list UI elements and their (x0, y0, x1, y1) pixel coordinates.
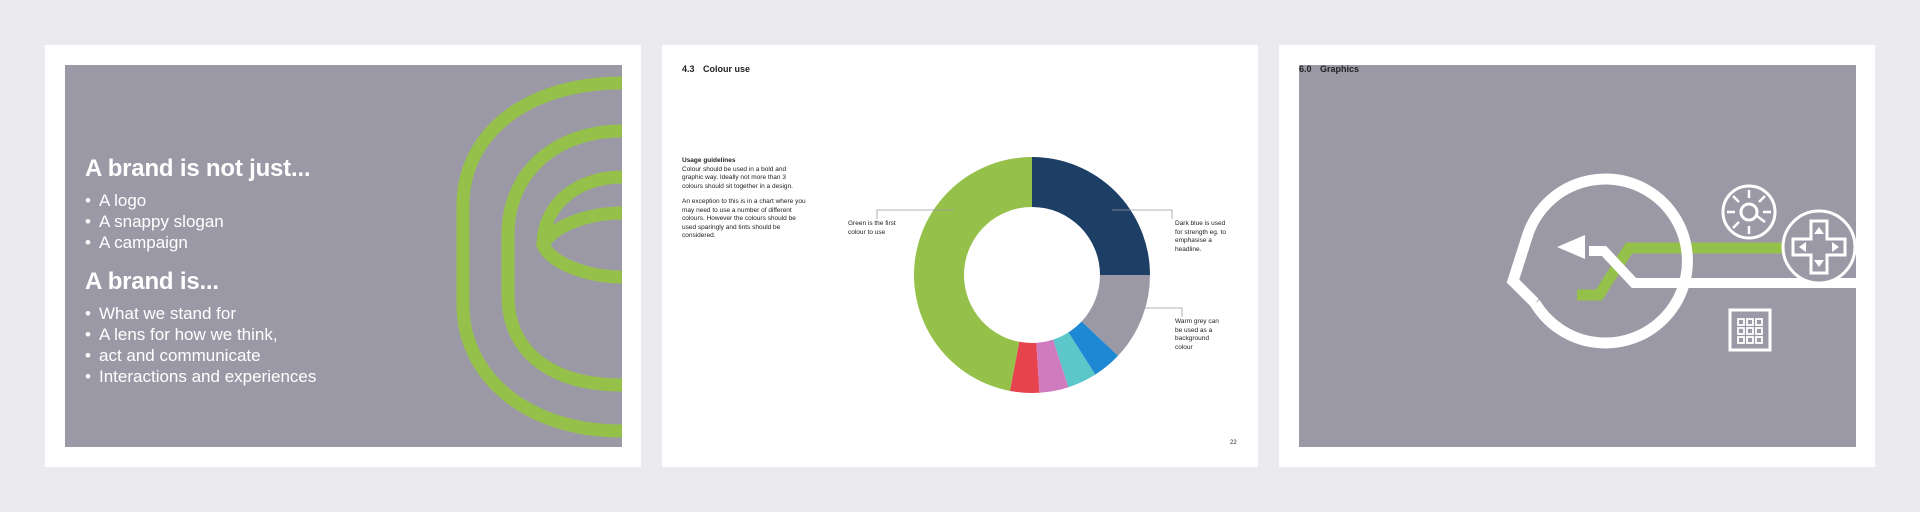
section-title: Colour use (703, 64, 751, 74)
list-item: A snappy slogan (85, 211, 224, 232)
brand-line-graphic (456, 76, 622, 438)
dpad-icon (1781, 209, 1856, 285)
usage-guidelines-title: Usage guidelines (682, 157, 736, 164)
heading-brand-is: A brand is... (85, 268, 219, 295)
usage-guidelines: Usage guidelines Colour should be used i… (682, 157, 808, 241)
keypad-icon (1728, 308, 1772, 352)
callout-line-grey (1112, 307, 1183, 317)
slide-1-panel: A brand is not just... A logo A snappy s… (65, 65, 622, 447)
slide-thumbnail-1[interactable]: A brand is not just... A logo A snappy s… (45, 45, 641, 467)
list-item: A campaign (85, 232, 224, 253)
slide-3-panel (1299, 65, 1856, 447)
list-item: What we stand for (85, 303, 316, 324)
section-number: 6.0 (1299, 64, 1312, 74)
arrow-head-icon (1557, 235, 1585, 259)
list-item-continuation: act and communicate (85, 345, 316, 366)
donut-slice-teal (1053, 332, 1096, 388)
label-green: Green is the first colour to use (848, 220, 896, 236)
list-item: Interactions and experiences (85, 366, 316, 387)
list-brand-is: What we stand for A lens for how we thin… (85, 303, 316, 387)
green-route-line (1577, 242, 1856, 301)
list-item: A logo (85, 190, 224, 211)
colour-donut-chart (876, 157, 1183, 393)
label-grey: Warm grey can be used as a background co… (1175, 318, 1219, 351)
donut-slice-blue (1068, 321, 1119, 375)
donut-slice-dark-blue (1032, 157, 1150, 275)
callout-line-darkblue (1112, 209, 1173, 219)
donut-slice-green (914, 157, 1032, 391)
page-number: 22 (1230, 440, 1237, 446)
slide-thumbnail-3[interactable]: 6.0 Graphics (1279, 45, 1875, 467)
dial-icon (1721, 184, 1777, 240)
list-not-just: A logo A snappy slogan A campaign (85, 190, 224, 253)
callout-line-green (876, 209, 954, 219)
donut-slice-red (1009, 341, 1040, 393)
usage-guidelines-text-1: Colour should be used in a bold and grap… (682, 165, 793, 190)
heading-not-just: A brand is not just... (85, 155, 311, 182)
donut-slice-pink (1036, 339, 1069, 393)
graphics-illustration (1506, 173, 1856, 352)
donut-slice-warm-grey (1081, 275, 1150, 356)
section-title: Graphics (1320, 64, 1360, 74)
circle-arrow-outline (1521, 173, 1693, 349)
list-item: A lens for how we think, (85, 324, 316, 345)
circle-arrow-notch (1506, 235, 1539, 307)
slide-thumbnail-2[interactable]: 4.3 Colour use Usage guidelines Colour s… (662, 45, 1258, 467)
usage-guidelines-text-2: An exception to this is in a chart where… (682, 198, 806, 239)
white-route-line (1589, 246, 1856, 288)
section-number: 4.3 (682, 64, 695, 74)
label-darkblue: Dark blue is used for strength eg. to em… (1175, 220, 1226, 253)
